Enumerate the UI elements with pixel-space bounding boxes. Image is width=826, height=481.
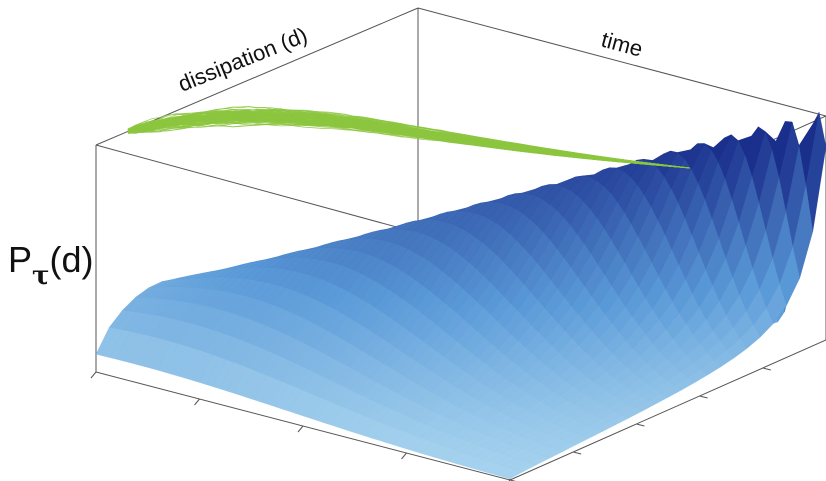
- trajectory-line: [127, 118, 691, 169]
- trajectory-line: [127, 122, 691, 169]
- dissipation-trajectories: [127, 106, 691, 169]
- trajectory-line: [127, 112, 691, 169]
- trajectory-line: [127, 117, 691, 169]
- axis-ticks: [90, 340, 826, 481]
- axis-tick: [297, 425, 304, 433]
- axis-tick: [194, 398, 200, 406]
- axis-tick: [573, 451, 582, 455]
- probability-symbol: P: [8, 239, 32, 280]
- probability-surface: [95, 112, 826, 480]
- dissipation-axis-label: dissipation (d): [175, 22, 311, 96]
- axis-tick: [762, 367, 771, 371]
- probability-axis-label: Pτ(d): [8, 239, 94, 291]
- box-edge: [417, 7, 826, 117]
- time-axis-label: time: [599, 27, 646, 62]
- box-edge: [509, 339, 826, 481]
- probability-subscript: τ: [32, 261, 50, 291]
- front-axes: [90, 339, 826, 481]
- axis-tick: [90, 371, 97, 379]
- axis-tick: [636, 423, 645, 427]
- probability-argument: (d): [50, 239, 94, 280]
- axis-tick: [699, 395, 708, 399]
- surface-patch: [502, 469, 524, 480]
- axis-tick: [401, 452, 407, 460]
- axis-tick: [509, 479, 517, 481]
